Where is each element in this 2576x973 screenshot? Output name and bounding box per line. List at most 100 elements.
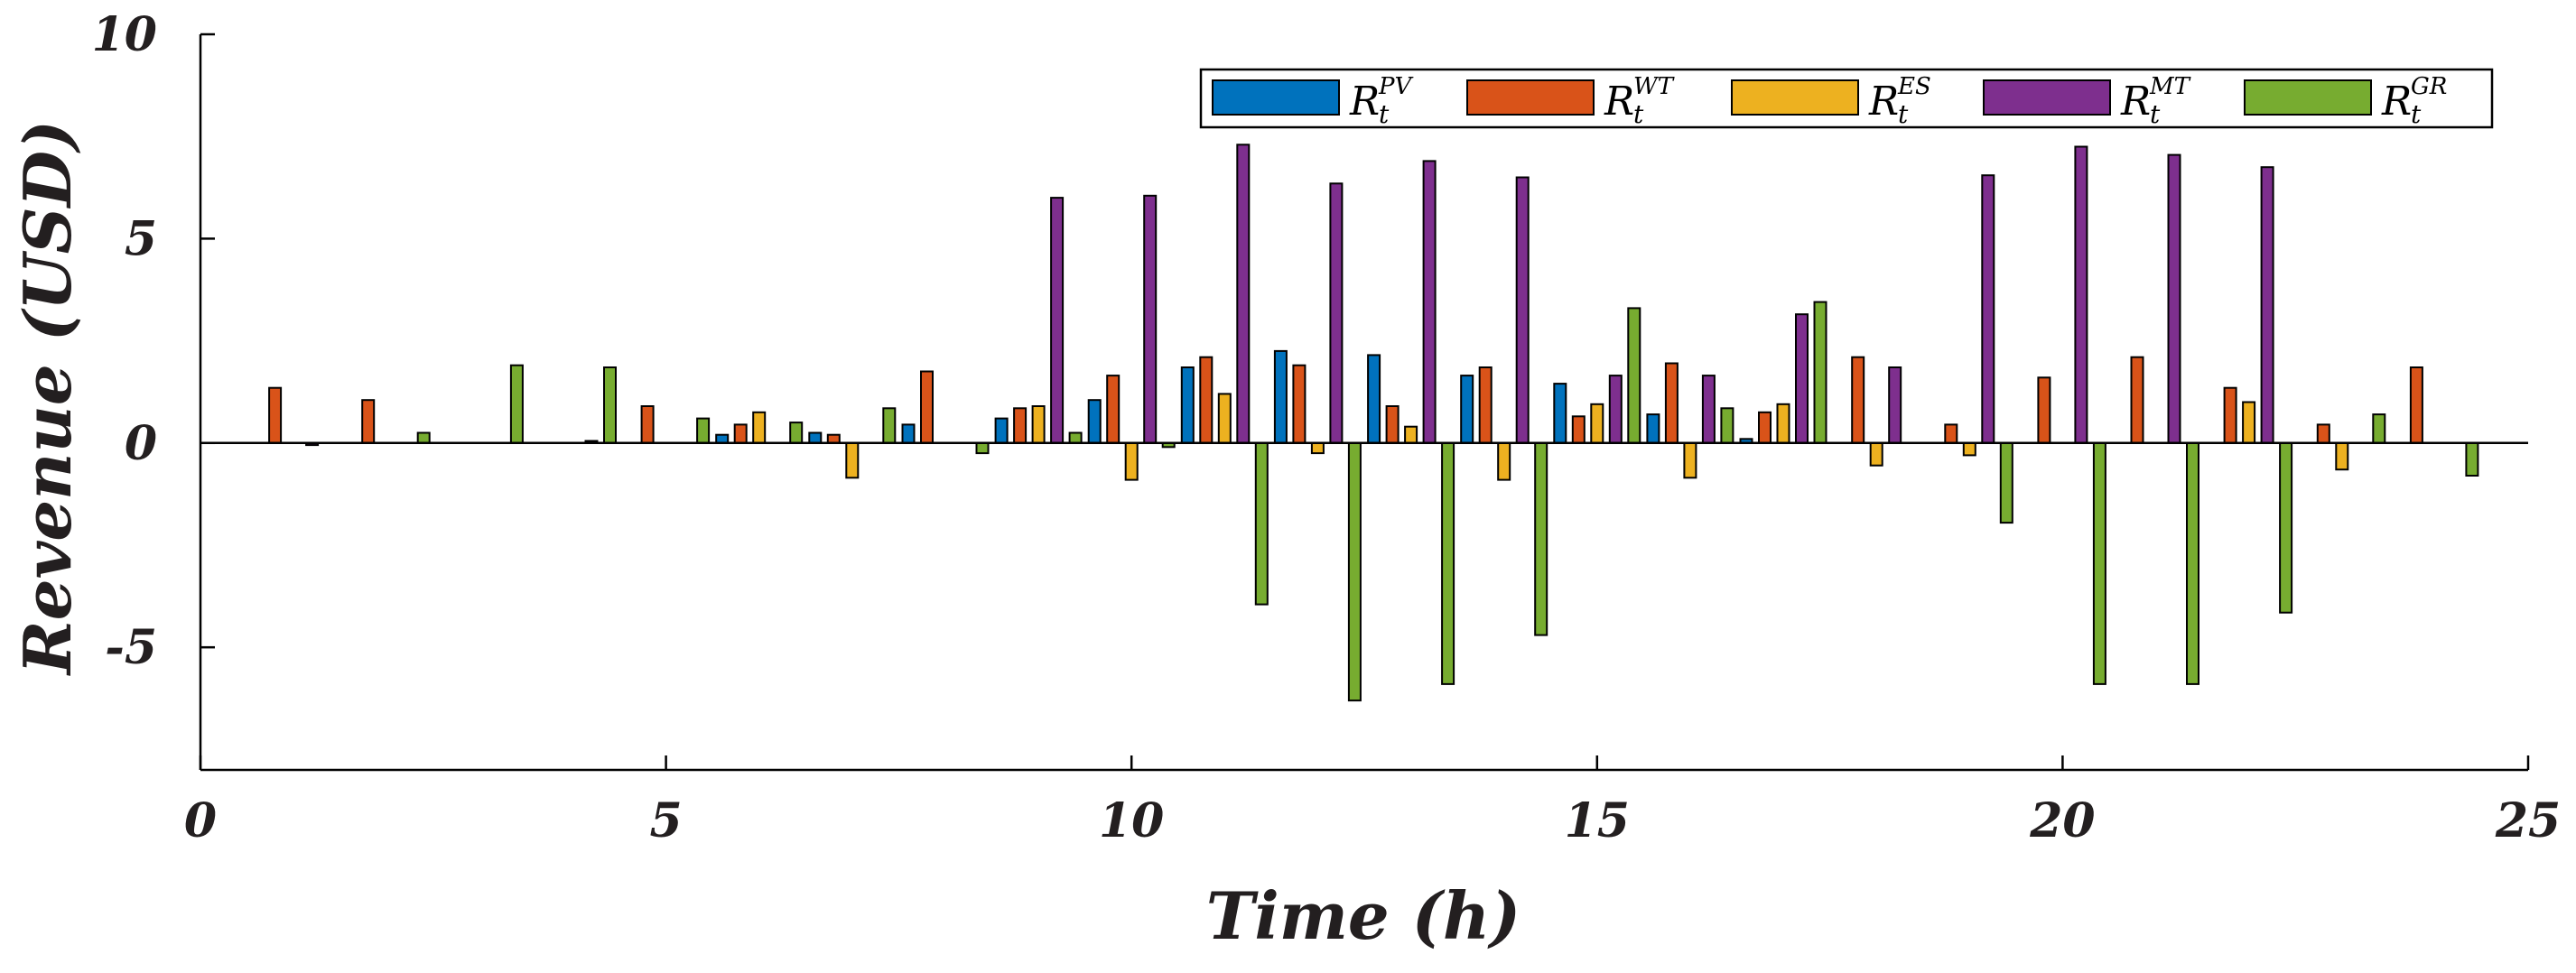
bar-es-h13	[1404, 425, 1418, 444]
bar-wt-h19	[1944, 423, 1958, 444]
x-tick-label: 25	[2495, 793, 2561, 848]
bar-gr-h16	[1720, 407, 1734, 444]
bar-mt-h9	[1050, 197, 1065, 444]
bar-wt-h15	[1571, 415, 1586, 444]
x-tick-label: 10	[1099, 793, 1164, 848]
bar-gr-h8	[975, 441, 990, 455]
bar-mt-h16	[1701, 375, 1716, 444]
x-tick-label: 15	[1565, 793, 1630, 848]
x-axis-label: Time (h)	[1206, 877, 1520, 954]
y-tick-label: 5	[125, 211, 157, 266]
legend-sub-gr: t	[2411, 99, 2422, 129]
bar-mt-h11	[1236, 144, 1251, 444]
bar-mt-h22	[2260, 166, 2274, 444]
bar-gr-h5	[696, 417, 711, 444]
bar-es-h11	[1217, 393, 1232, 444]
bar-pv-h15	[1553, 383, 1567, 444]
bar-wt-h21	[2130, 356, 2144, 444]
bar-mt-h17	[1795, 313, 1809, 444]
bar-gr-h19	[1999, 441, 2013, 524]
bar-gr-h11	[1254, 441, 1269, 606]
x-tick-label: 20	[2029, 793, 2095, 848]
bar-es-h12	[1310, 441, 1325, 455]
bar-es-h10	[1124, 441, 1139, 481]
bar-pv-h10	[1087, 399, 1102, 444]
bar-wt-h13	[1385, 405, 1400, 444]
legend-swatch-mt	[1983, 79, 2111, 116]
bar-gr-h14	[1534, 441, 1548, 636]
legend-swatch-gr	[2244, 79, 2372, 116]
bar-pv-h8	[901, 423, 916, 444]
x-tick-label: 0	[184, 793, 217, 848]
bar-mt-h18	[1888, 366, 1902, 444]
y-tick-label: 0	[125, 416, 157, 471]
bar-wt-h23	[2316, 423, 2330, 444]
bar-gr-h12	[1347, 441, 1362, 702]
legend-sub-mt: t	[2150, 99, 2161, 129]
bar-wt-h16	[1664, 362, 1679, 444]
bar-es-h14	[1497, 441, 1511, 481]
bar-gr-h24	[2465, 441, 2479, 477]
bar-es-h16	[1683, 441, 1697, 479]
bar-mt-h21	[2167, 153, 2181, 444]
bar-wt-h6	[733, 423, 748, 444]
y-tick-label: 10	[92, 7, 157, 62]
bar-wt-h5	[640, 405, 655, 444]
bar-es-h15	[1590, 403, 1604, 444]
bar-mt-h14	[1515, 176, 1530, 444]
bar-gr-h6	[789, 422, 804, 444]
legend-swatch-wt	[1466, 79, 1595, 116]
bar-wt-h2	[361, 399, 376, 444]
bar-gr-h7	[882, 407, 897, 444]
y-tick-label: -5	[105, 620, 157, 675]
legend-label-wt: R	[1604, 79, 1634, 125]
bar-mt-h15	[1608, 375, 1623, 444]
bars-layer	[249, 144, 2479, 702]
bar-wt-h1	[268, 386, 283, 444]
x-ticks: 0 5 10 15 20 25	[184, 755, 2561, 848]
bar-es-h6	[752, 411, 767, 444]
bar-pv-h6	[715, 433, 730, 444]
bar-wt-h20	[2037, 376, 2051, 444]
bar-gr-h2	[416, 431, 431, 444]
legend-sup-mt: MT	[2149, 73, 2191, 100]
bar-gr-h23	[2372, 413, 2386, 444]
bar-wt-h10	[1106, 375, 1121, 444]
bar-es-h17	[1776, 403, 1790, 444]
bar-mt-h13	[1422, 160, 1437, 444]
bar-pv-h16	[1646, 413, 1660, 444]
bar-gr-h4	[603, 366, 617, 444]
bar-es-h9	[1031, 405, 1046, 444]
bar-gr-h9	[1068, 431, 1083, 444]
bar-gr-h20	[2092, 441, 2106, 685]
legend-label-gr: R	[2381, 79, 2412, 125]
legend-sup-gr: GR	[2411, 73, 2447, 100]
bar-es-h22	[2242, 401, 2256, 444]
bar-es-h7	[845, 441, 860, 479]
bar-wt-h22	[2223, 386, 2237, 444]
bar-wt-h7	[826, 433, 841, 444]
bar-wt-h14	[1478, 366, 1493, 444]
x-tick-label: 5	[650, 793, 683, 848]
bar-es-h23	[2335, 441, 2349, 471]
bar-mt-h10	[1143, 194, 1158, 444]
bar-es-h18	[1869, 441, 1883, 467]
legend-swatch-pv	[1212, 79, 1340, 116]
legend-sup-wt: WT	[1633, 73, 1675, 100]
bar-pv-h12	[1273, 349, 1288, 444]
y-axis-label: Revenue (USD)	[9, 120, 86, 676]
legend-sup-es: ES	[1897, 73, 1931, 100]
bar-pv-h14	[1460, 375, 1474, 444]
bar-wt-h18	[1851, 356, 1865, 444]
bar-wt-h8	[920, 370, 934, 444]
bar-gr-h15	[1627, 307, 1641, 444]
legend-label-mt: R	[2120, 79, 2151, 125]
y-ticks: 10 5 0 -5	[92, 7, 215, 675]
legend-swatch-es	[1731, 79, 1859, 116]
bar-wt-h9	[1013, 407, 1028, 444]
bar-gr-h21	[2186, 441, 2199, 685]
legend-sub-pv: t	[1379, 99, 1390, 129]
